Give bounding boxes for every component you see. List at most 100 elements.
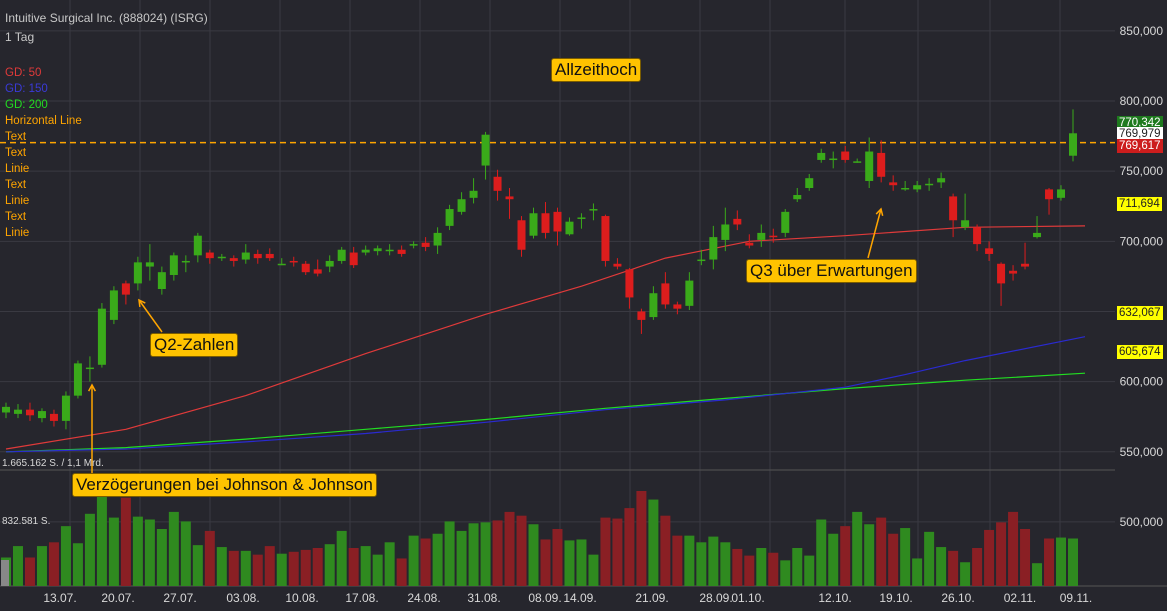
legend-item-linie[interactable]: Linie: [5, 227, 30, 239]
volume-bar: [120, 497, 131, 586]
volume-bar: [432, 533, 443, 586]
legend-item-gd200[interactable]: GD: 200: [5, 99, 48, 111]
candle-body: [445, 209, 454, 226]
y-tick-label: 500,000: [1120, 515, 1164, 529]
volume-bar: [276, 553, 287, 586]
x-tick-label: 27.07.: [163, 591, 196, 605]
candle-body: [1009, 270, 1018, 274]
legend-item-text[interactable]: Text: [5, 179, 27, 191]
volume-bar: [1008, 511, 1019, 586]
candle-body: [685, 280, 694, 306]
candle-body: [997, 263, 1006, 284]
legend-item-linie[interactable]: Linie: [5, 195, 30, 207]
candle-body: [493, 176, 502, 191]
candle-body: [661, 283, 670, 305]
candle-body: [373, 248, 382, 252]
candle-body: [217, 256, 226, 259]
volume-bar: [192, 545, 203, 586]
candle-body: [361, 249, 370, 253]
candle-body: [457, 199, 466, 212]
candle-body: [745, 242, 754, 246]
volume-bar: [612, 518, 623, 586]
legend-item-linie[interactable]: Linie: [5, 163, 30, 175]
candle-body: [637, 311, 646, 320]
volume-bar: [996, 522, 1007, 586]
candle-body: [433, 232, 442, 246]
legend-item-horizontal-line[interactable]: Horizontal Line: [5, 115, 82, 127]
volume-bar: [768, 552, 779, 586]
volume-bar: [648, 499, 659, 586]
volume-bar: [144, 519, 155, 586]
volume-bar: [324, 544, 335, 586]
candle-body: [757, 232, 766, 240]
candle-body: [37, 411, 46, 419]
volume-bar: [288, 551, 299, 586]
candle-body: [709, 237, 718, 260]
volume-max-label: 1.665.162 S. / 1,1 Mrd.: [2, 458, 104, 469]
candle-body: [469, 190, 478, 198]
x-tick-label: 01.10.: [731, 591, 764, 605]
volume-bar: [48, 542, 59, 586]
legend-item-gd150[interactable]: GD: 150: [5, 83, 48, 95]
volume-bar: [312, 548, 323, 586]
volume-bar: [876, 517, 887, 586]
chart-interval: 1 Tag: [5, 30, 35, 44]
candle-body: [985, 248, 994, 254]
legend-item-text[interactable]: Text: [5, 147, 27, 159]
volume-bar: [780, 560, 791, 586]
annotation-allzeithoch[interactable]: Allzeithoch: [551, 58, 642, 82]
volume-bar: [228, 550, 239, 586]
x-tick-label: 12.10.: [818, 591, 851, 605]
candle-body: [805, 178, 814, 188]
price-tag-close: 769,617: [1117, 139, 1163, 153]
candle-body: [1069, 133, 1077, 156]
candle-body: [613, 263, 622, 267]
volume-bar: [156, 529, 167, 586]
annotation-johnson[interactable]: Verzögerungen bei Johnson & Johnson: [72, 473, 377, 497]
volume-bar: [480, 522, 491, 586]
volume-bar: [684, 535, 695, 586]
candle-body: [61, 395, 70, 421]
candle-body: [13, 409, 22, 414]
x-tick-label: 09.11.: [1060, 591, 1092, 605]
candle-body: [229, 258, 238, 261]
sma50-line: [5, 225, 1086, 450]
candle-body: [853, 161, 862, 163]
candle-body: [1057, 189, 1066, 198]
x-tick-label: 02.11.: [1004, 591, 1036, 605]
y-tick-label: 700,000: [1120, 234, 1164, 248]
volume-bar: [588, 554, 599, 586]
x-tick-label: 20.07.: [101, 591, 134, 605]
candle-body: [541, 213, 550, 233]
volume-bar: [204, 530, 215, 586]
x-tick-label: 03.08.: [226, 591, 259, 605]
candle-body: [397, 249, 406, 254]
x-tick-label: 26.10.: [941, 591, 974, 605]
candle-body: [505, 196, 514, 200]
y-tick-label: 850,000: [1120, 24, 1164, 38]
candle-body: [49, 413, 58, 421]
volume-bar: [636, 491, 647, 586]
candle-body: [841, 151, 850, 160]
annotation-q3[interactable]: Q3 über Erwartungen: [746, 259, 917, 283]
volume-bar: [84, 513, 95, 586]
candle-body: [73, 363, 82, 396]
volume-bar: [132, 516, 143, 586]
volume-bar: [216, 547, 227, 586]
volume-bar: [672, 535, 683, 586]
legend-item-gd50[interactable]: GD: 50: [5, 67, 42, 79]
x-tick-label: 31.08.: [467, 591, 500, 605]
legend-item-text[interactable]: Text: [5, 131, 27, 143]
arrow-q2-zahlen: [138, 299, 163, 333]
volume-bar: [72, 543, 83, 586]
candle-body: [901, 188, 910, 190]
candle-body: [265, 253, 274, 259]
chart-title: Intuitive Surgical Inc. (888024) (ISRG): [5, 11, 208, 25]
volume-bar: [924, 531, 935, 586]
candle-body: [781, 211, 790, 233]
legend-item-text[interactable]: Text: [5, 211, 27, 223]
candle-body: [121, 283, 130, 295]
volume-bar: [1056, 537, 1067, 586]
annotation-q2-zahlen[interactable]: Q2-Zahlen: [150, 333, 239, 357]
